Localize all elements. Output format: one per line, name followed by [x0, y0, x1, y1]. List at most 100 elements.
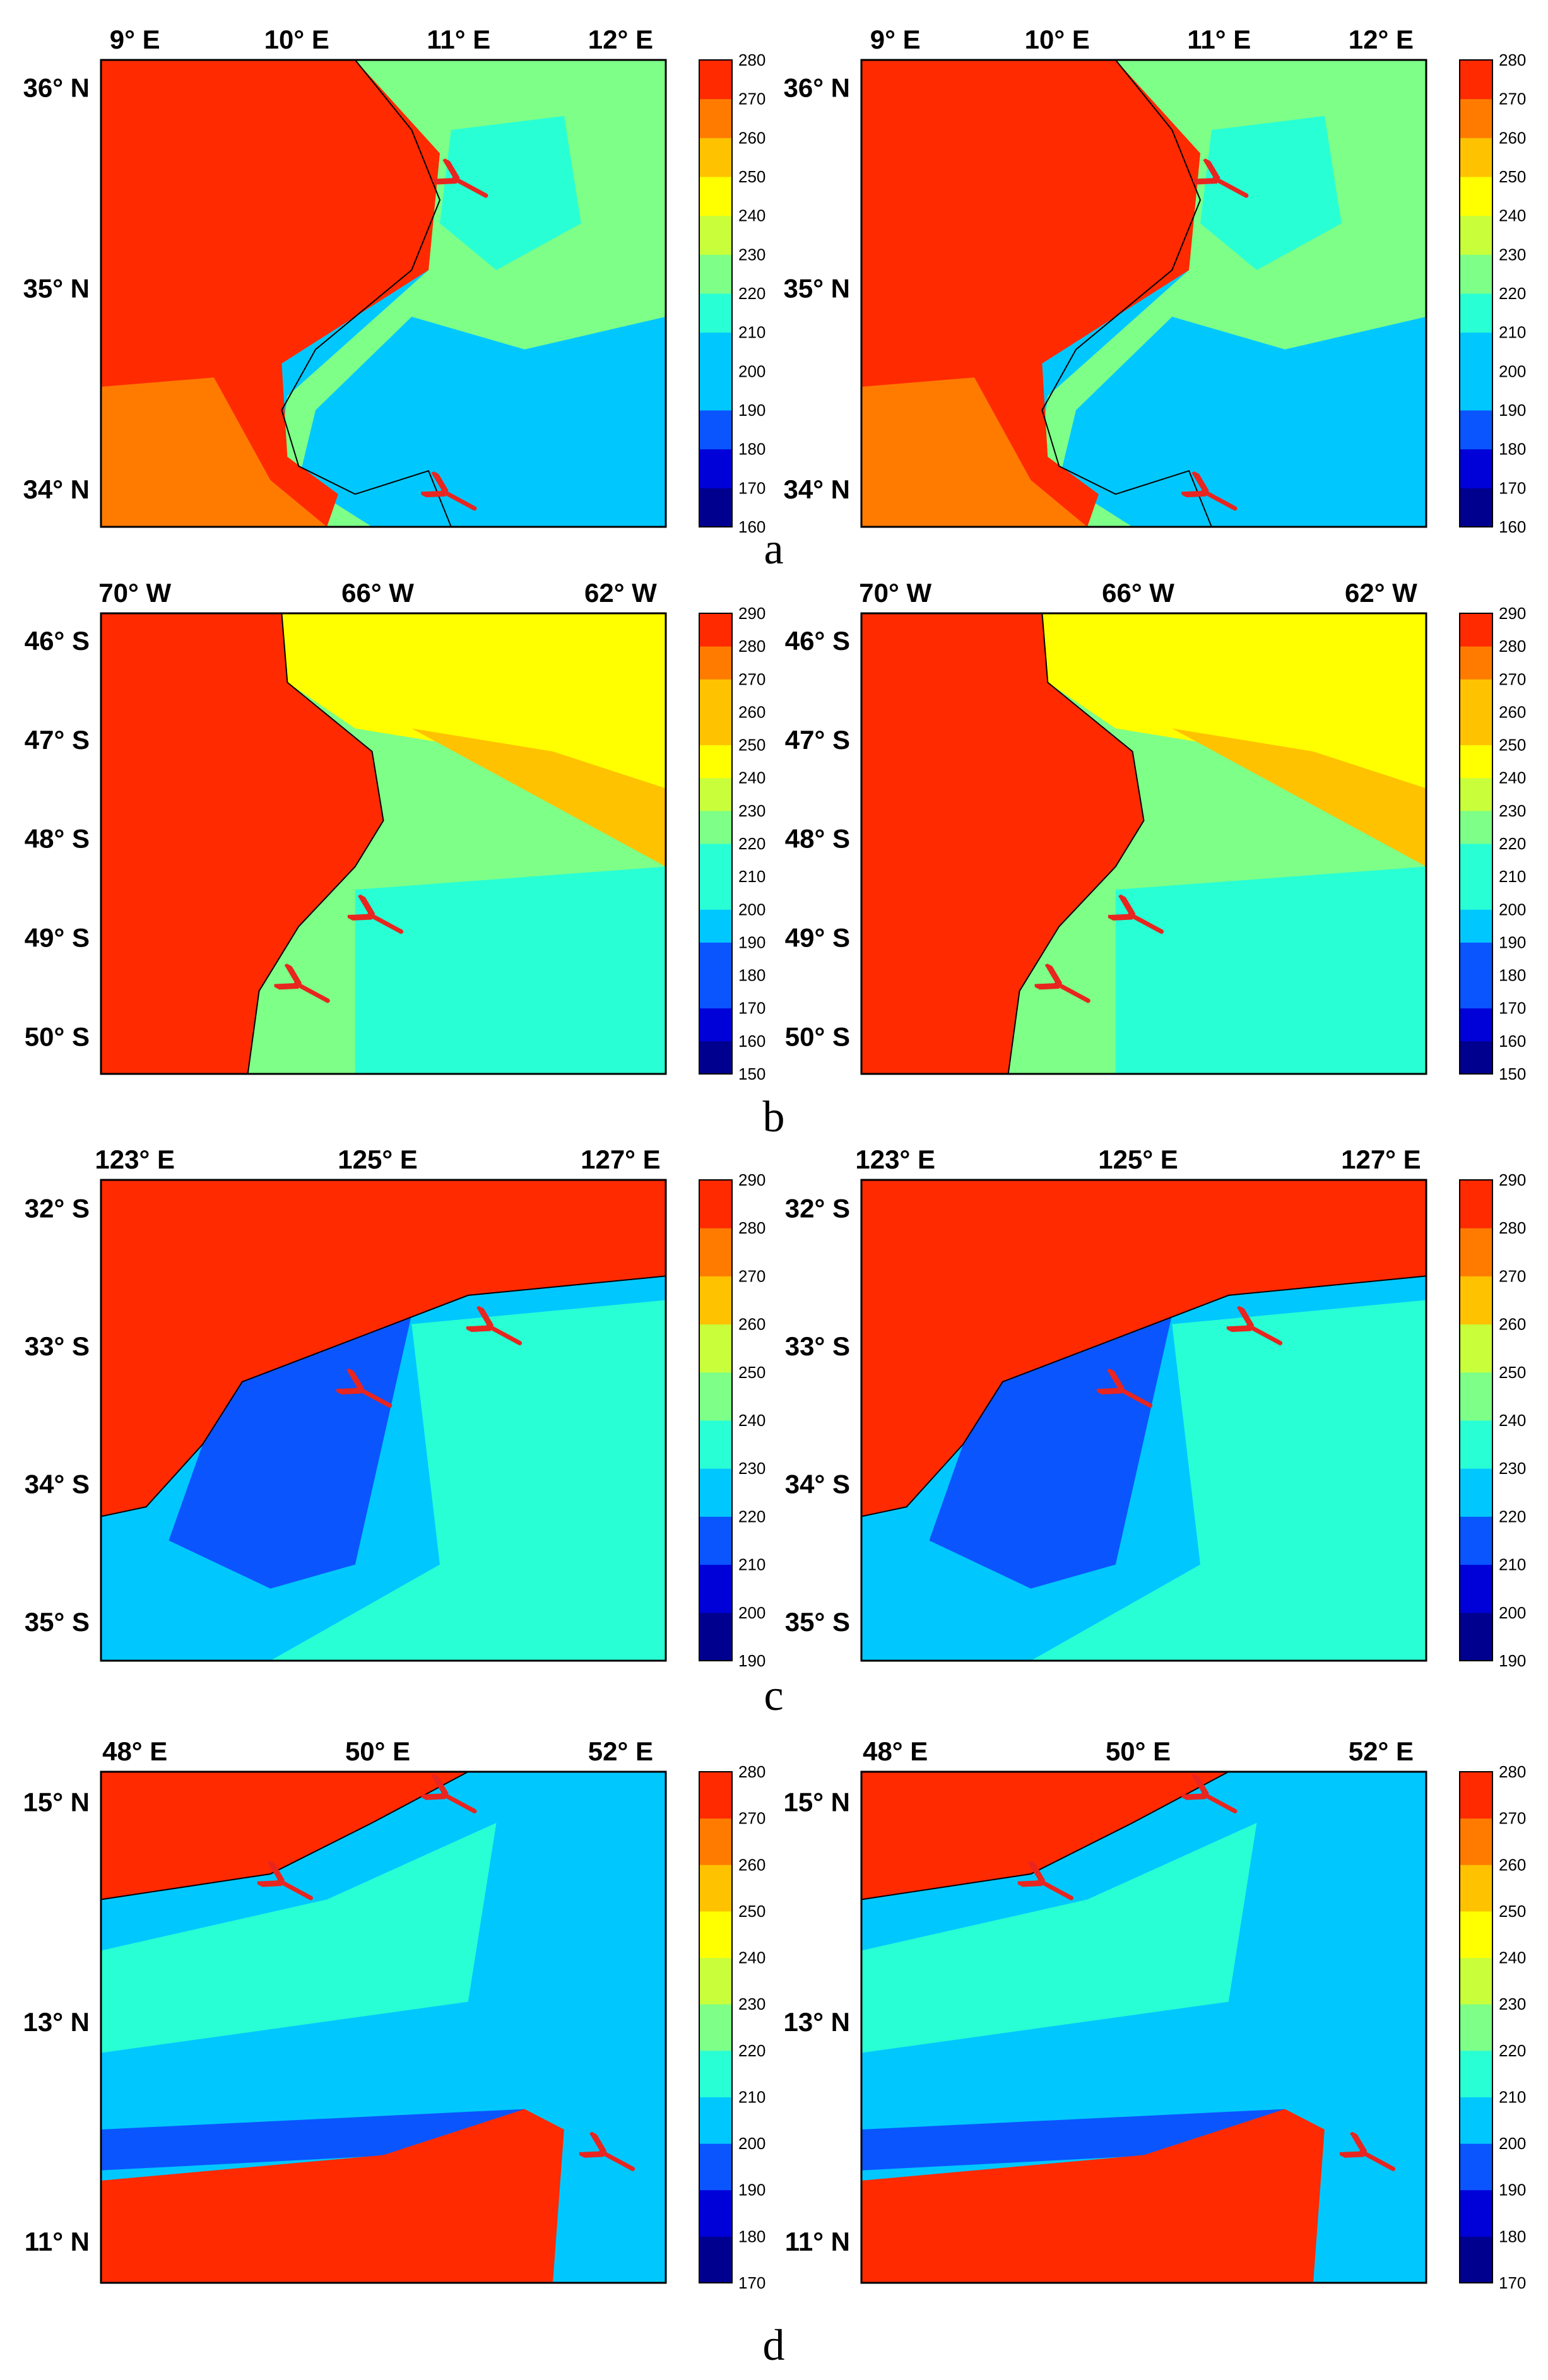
colorbar-band [699, 1612, 732, 1661]
colorbar-band [699, 254, 732, 294]
colorbar-tick-label: 210 [1499, 2087, 1526, 2106]
colorbar-band [1460, 876, 1492, 910]
colorbar-tick-label: 270 [738, 1809, 765, 1828]
latitude-tick-label: 34° N [23, 474, 90, 504]
latitude-tick-label: 32° S [785, 1194, 850, 1223]
colorbar-band [699, 679, 732, 712]
map-field-region [101, 2109, 525, 2171]
colorbar-band [699, 1008, 732, 1042]
colorbar-tick-label: 230 [738, 1994, 765, 2013]
colorbar-band [699, 410, 732, 450]
colorbar-tick-label: 200 [1499, 362, 1526, 380]
colorbar-frame [1459, 59, 1493, 527]
colorbar-band [699, 1957, 732, 2005]
latitude-tick-label: 13° N [783, 2007, 850, 2037]
colorbar-band [1460, 777, 1492, 811]
panel-a-right: 9° E 10° E 11° E 12° E 36° N 35° N 34° N 160 170… [783, 25, 1526, 536]
longitude-tick-label: 62° W [1345, 578, 1417, 608]
colorbar-tick-label: 190 [738, 1651, 765, 1670]
red-arrow [1039, 1881, 1073, 1900]
colorbar-band [699, 2004, 732, 2051]
colorbar-band [1460, 332, 1492, 372]
colorbar-tick-label: 260 [1499, 702, 1526, 721]
colorbar-tick-label: 180 [738, 966, 765, 985]
colorbar-band [699, 1420, 732, 1469]
panel-a-left: 9° E 10° E 11° E 12° E 36° N 35° N 34° N 160 170… [23, 25, 765, 536]
panel-letter: b [763, 1093, 785, 1141]
map-field-region [1115, 866, 1426, 1074]
colorbar-band [1460, 371, 1492, 411]
colorbar-tick-label: 160 [1499, 1032, 1526, 1051]
colorbar-tick-label: 170 [738, 478, 765, 497]
colorbar-band [699, 60, 732, 100]
colorbar-band [1460, 975, 1492, 1009]
colorbar-tick-label: 250 [1499, 1363, 1526, 1382]
longitude-tick-label: 11° E [427, 25, 490, 54]
colorbar-band [699, 138, 732, 177]
colorbar-band [699, 488, 732, 527]
latitude-tick-label: 49° S [785, 923, 850, 953]
colorbar-band [1460, 1008, 1492, 1042]
colorbar-frame [699, 59, 733, 527]
coastline [1007, 613, 1145, 1075]
colorbar-tick-label: 220 [1499, 284, 1526, 303]
colorbar-band [699, 1372, 732, 1421]
longitude-tick-label: 52° E [588, 1736, 653, 1766]
red-arrow [443, 492, 477, 511]
colorbar-tick-label: 200 [738, 900, 765, 919]
colorbar-tick-label: 220 [1499, 834, 1526, 853]
colorbar-tick-label: 190 [738, 933, 765, 951]
colorbar-tick-label: 150 [738, 1064, 765, 1083]
colorbar-tick-label: 230 [1499, 1459, 1526, 1478]
colorbar-tick-label: 190 [738, 2181, 765, 2200]
colorbar-band [699, 975, 732, 1009]
colorbar-band [1460, 810, 1492, 844]
colorbar-tick-label: 270 [738, 90, 765, 109]
colorbar-tick-label: 290 [1499, 604, 1526, 623]
colorbar-band [699, 1865, 732, 1912]
colorbar-tick-label: 210 [1499, 867, 1526, 886]
colorbar-band [1460, 1818, 1492, 1865]
colorbar-band [699, 876, 732, 910]
longitude-tick-label: 66° W [1102, 578, 1174, 608]
colorbar-band [699, 909, 732, 943]
colorbar-tick-label: 250 [738, 1902, 765, 1921]
panel-d-right: 48° E 50° E 52° E 15° N 13° N 11° N 170 180 190 2… [783, 1736, 1526, 2292]
colorbar-tick-label: 220 [1499, 1507, 1526, 1526]
colorbar-band [699, 844, 732, 877]
latitude-tick-label: 49° S [25, 923, 90, 953]
colorbar-tick-label: 280 [738, 50, 765, 69]
longitude-tick-label: 48° E [863, 1736, 928, 1766]
panel-b-right: 70° W 66° W 62° W 46° S 47° S 48° S 49° S 50° S… [785, 578, 1527, 1083]
longitude-tick-label: 127° E [581, 1145, 661, 1174]
colorbar-tick-label: 150 [1499, 1064, 1526, 1083]
map-frame [860, 59, 1427, 528]
colorbar-tick-label: 280 [738, 1218, 765, 1237]
colorbar-band [1460, 646, 1492, 680]
map-field-region [411, 728, 666, 867]
latitude-tick-label: 32° S [25, 1194, 90, 1223]
red-arrow [488, 1326, 523, 1346]
colorbar-tick-label: 180 [1499, 440, 1526, 459]
colorbar-band [1460, 2236, 1492, 2283]
colorbar-tick-label: 160 [1499, 517, 1526, 536]
colorbar-tick-label: 280 [1499, 1218, 1526, 1237]
colorbar-tick-label: 220 [738, 2041, 765, 2060]
map-field-region [101, 377, 327, 527]
colorbar-tick-label: 270 [1499, 90, 1526, 109]
colorbar-band [1460, 293, 1492, 333]
colorbar-tick-label: 240 [738, 1411, 765, 1430]
colorbar-tick-label: 240 [738, 206, 765, 225]
colorbar-band [1460, 712, 1492, 746]
colorbar-band [1460, 1516, 1492, 1565]
coastline [100, 1275, 666, 1517]
map-field-region [101, 2109, 564, 2283]
panel-letter: d [763, 2321, 785, 2370]
colorbar-band [699, 2236, 732, 2283]
latitude-tick-label: 34° N [783, 474, 850, 504]
colorbar-band [1460, 1040, 1492, 1075]
colorbar-tick-label: 170 [1499, 2273, 1526, 2292]
longitude-tick-label: 50° E [345, 1736, 410, 1766]
colorbar-band [1460, 2004, 1492, 2051]
map-field-region [1172, 728, 1426, 867]
